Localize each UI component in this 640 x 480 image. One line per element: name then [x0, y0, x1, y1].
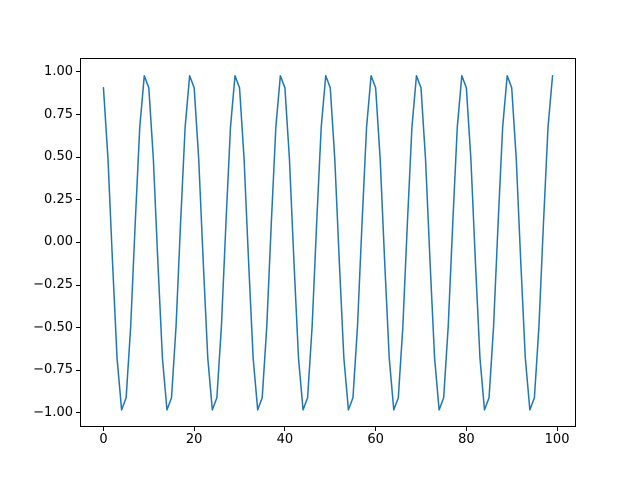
- x-tick-label: 80: [458, 432, 475, 448]
- y-axis-tick: [76, 284, 80, 286]
- x-axis-tick: [193, 427, 195, 432]
- line-series: [102, 74, 554, 411]
- y-tick-label: −0.75: [33, 362, 73, 378]
- x-tick-label: 40: [276, 432, 294, 448]
- y-axis-tick: [76, 114, 80, 116]
- x-axis-tick: [556, 427, 558, 432]
- x-tick-label: 100: [544, 432, 570, 448]
- y-axis-tick: [76, 327, 80, 329]
- x-axis-tick: [284, 427, 286, 432]
- y-tick-label: 0.25: [44, 191, 73, 207]
- x-tick-label: 60: [367, 432, 384, 448]
- y-tick-label: 0.75: [44, 106, 73, 122]
- y-tick-label: 0.50: [44, 149, 73, 165]
- x-axis-tick: [375, 427, 377, 432]
- y-tick-label: 1.00: [44, 63, 73, 79]
- plot-area: [80, 57, 576, 428]
- y-tick-label: −1.00: [33, 404, 73, 420]
- y-tick-label: −0.25: [33, 277, 73, 293]
- y-tick-label: 0.00: [44, 234, 73, 250]
- sine-wave-line: [102, 74, 554, 411]
- x-tick-label: 20: [185, 432, 203, 448]
- y-axis-tick: [76, 412, 80, 414]
- y-tick-label: −0.50: [33, 319, 73, 335]
- y-axis-tick: [76, 241, 80, 243]
- x-tick-label: 0: [99, 432, 108, 448]
- y-axis-tick: [76, 199, 80, 201]
- y-axis-tick: [76, 369, 80, 371]
- y-axis-tick: [76, 156, 80, 158]
- x-axis-tick: [102, 427, 104, 432]
- y-axis-tick: [76, 71, 80, 73]
- x-axis-tick: [465, 427, 467, 432]
